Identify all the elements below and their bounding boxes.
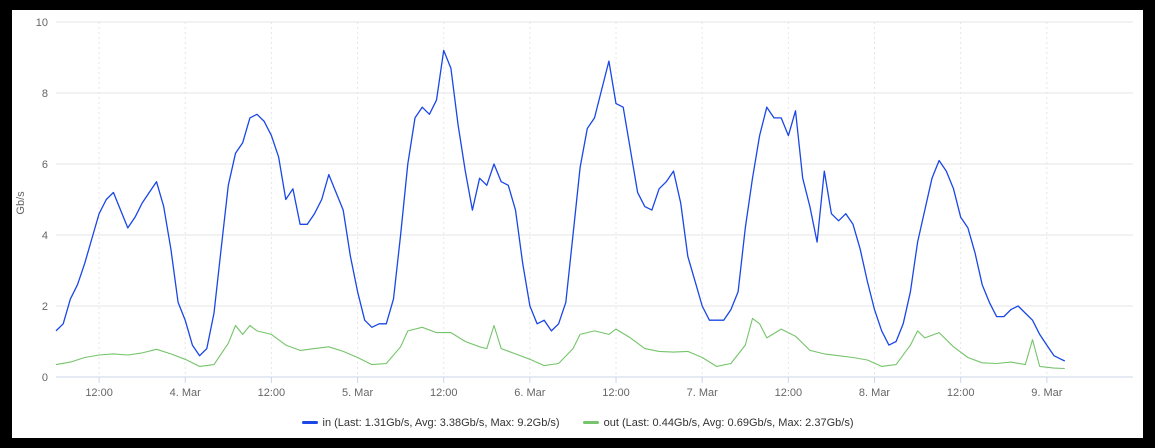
x-tick-label: 12:00 <box>85 387 113 399</box>
x-tick-label: 12:00 <box>430 387 458 399</box>
legend: in (Last: 1.31Gb/s, Avg: 3.38Gb/s, Max: … <box>12 415 1143 429</box>
x-tick-label: 9. Mar <box>1031 387 1063 399</box>
legend-label-out: out (Last: 0.44Gb/s, Avg: 0.69Gb/s, Max:… <box>603 416 854 429</box>
y-tick-label: 4 <box>42 230 48 242</box>
series-line-in <box>55 49 1066 362</box>
y-tick-label: 0 <box>42 372 48 384</box>
y-axis: 0 2 4 6 8 10 <box>36 17 48 384</box>
y-axis-label: Gb/s <box>15 191 27 215</box>
series-group <box>55 49 1066 370</box>
y-tick-label: 10 <box>36 17 48 29</box>
series-line-out <box>55 317 1065 370</box>
x-tick-label: 12:00 <box>947 387 975 399</box>
legend-label-in: in (Last: 1.31Gb/s, Avg: 3.38Gb/s, Max: … <box>322 416 560 429</box>
x-tick-label: 4. Mar <box>170 387 202 399</box>
x-tick-label: 8. Mar <box>859 387 891 399</box>
x-tick-label: 6. Mar <box>514 387 546 399</box>
x-tick-label: 5. Mar <box>342 387 374 399</box>
y-tick-label: 6 <box>42 159 48 171</box>
x-axis: 12:00 4. Mar 12:00 5. Mar 12:00 6. Mar 12:00 7.… <box>56 376 1133 399</box>
legend-item-in[interactable]: in (Last: 1.31Gb/s, Avg: 3.38Gb/s, Max: … <box>301 416 560 429</box>
x-tick-label: 7. Mar <box>687 387 719 399</box>
y-tick-label: 8 <box>42 88 48 100</box>
x-tick-label: 12:00 <box>258 387 286 399</box>
legend-swatch-out <box>582 421 599 424</box>
grid <box>56 21 1133 378</box>
x-tick-label: 12:00 <box>775 387 803 399</box>
legend-item-out[interactable]: out (Last: 0.44Gb/s, Avg: 0.69Gb/s, Max:… <box>582 416 854 429</box>
line-chart: 0 2 4 6 8 10 12:00 4. Mar 12:00 5. Mar 12:00 6. Ma… <box>15 17 1133 399</box>
chart-panel: 0 2 4 6 8 10 12:00 4. Mar 12:00 5. Mar 12:00 6. Ma… <box>12 10 1143 438</box>
y-tick-label: 2 <box>42 301 48 313</box>
legend-swatch-in <box>301 421 318 424</box>
x-tick-label: 12:00 <box>602 387 630 399</box>
